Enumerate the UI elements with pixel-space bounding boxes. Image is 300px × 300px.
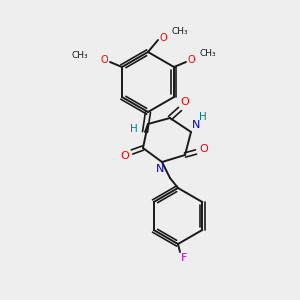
Text: F: F xyxy=(181,253,187,263)
Text: O: O xyxy=(181,97,189,107)
Text: N: N xyxy=(156,164,164,174)
Text: O: O xyxy=(200,144,208,154)
Text: H: H xyxy=(130,124,138,134)
Text: O: O xyxy=(121,151,129,161)
Text: CH₃: CH₃ xyxy=(71,50,88,59)
Text: CH₃: CH₃ xyxy=(172,26,189,35)
Text: N: N xyxy=(192,120,200,130)
Text: H: H xyxy=(199,112,207,122)
Text: O: O xyxy=(159,33,167,43)
Text: O: O xyxy=(187,55,195,65)
Text: CH₃: CH₃ xyxy=(200,50,217,58)
Text: O: O xyxy=(100,55,108,65)
